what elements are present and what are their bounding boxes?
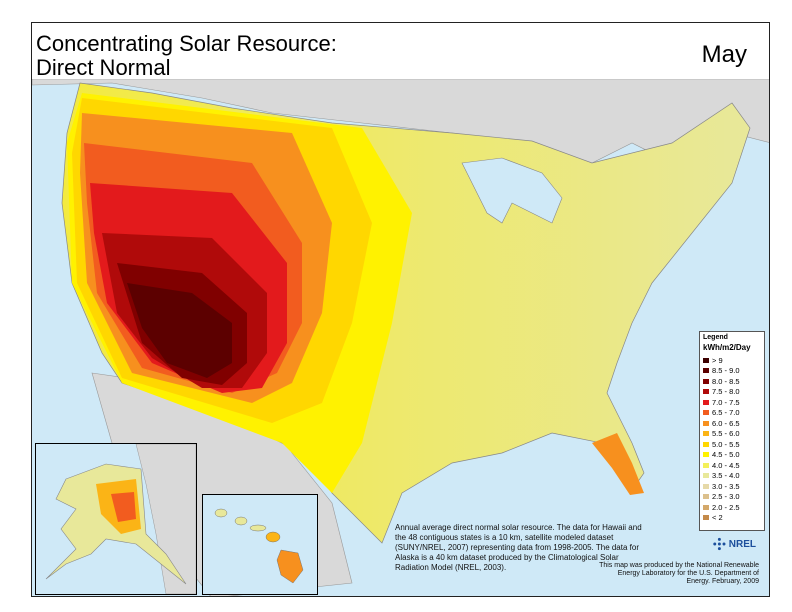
data-note: Annual average direct normal solar resou…	[395, 523, 642, 572]
legend-item: 3.5 - 4.0	[703, 471, 761, 482]
legend-swatch	[703, 420, 709, 426]
legend-label: 5.0 - 5.5	[712, 439, 740, 449]
legend-item: 4.5 - 5.0	[703, 450, 761, 461]
legend-item: 4.0 - 4.5	[703, 460, 761, 471]
legend-label: 4.5 - 5.0	[712, 450, 740, 460]
legend-swatch	[703, 494, 709, 500]
legend-swatch	[703, 462, 709, 468]
legend-swatch	[703, 483, 709, 489]
nrel-logo-text: NREL	[728, 538, 756, 550]
legend-swatch	[703, 378, 709, 384]
island-oahu	[234, 516, 248, 526]
zone-deepest	[127, 283, 232, 378]
legend-unit: kWh/m2/Day	[703, 343, 751, 352]
legend-rows: > 9 8.5 - 9.0 8.0 - 8.5 7.5 - 8.0 7.0 - 7.5 6…	[703, 355, 761, 523]
alaska-inset	[35, 443, 197, 595]
legend-swatch	[703, 357, 709, 363]
legend-label: 3.0 - 3.5	[712, 481, 740, 491]
title-bar: Concentrating Solar Resource: Direct Nor…	[32, 23, 769, 80]
legend-label: > 9	[712, 355, 723, 365]
legend-item: 7.0 - 7.5	[703, 397, 761, 408]
island-maui	[265, 531, 281, 543]
legend-item: 3.0 - 3.5	[703, 481, 761, 492]
map-title-line2: Direct Normal	[36, 55, 171, 80]
credit-text: This map was produced by the National Re…	[599, 562, 759, 585]
legend: Legend kWh/m2/Day > 9 8.5 - 9.0 8.0 - 8.5 7…	[699, 331, 765, 531]
legend-swatch	[703, 441, 709, 447]
legend-label: 6.5 - 7.0	[712, 408, 740, 418]
legend-item: 5.5 - 6.0	[703, 429, 761, 440]
legend-swatch	[703, 431, 709, 437]
legend-item: 7.5 - 8.0	[703, 387, 761, 398]
legend-label: 8.5 - 9.0	[712, 366, 740, 376]
legend-swatch	[703, 368, 709, 374]
legend-label: 7.5 - 8.0	[712, 387, 740, 397]
legend-item: < 2	[703, 513, 761, 524]
legend-label: 5.5 - 6.0	[712, 429, 740, 439]
legend-swatch	[703, 410, 709, 416]
legend-item: 6.0 - 6.5	[703, 418, 761, 429]
hawaii-map	[214, 508, 304, 584]
legend-item: 2.5 - 3.0	[703, 492, 761, 503]
legend-item: 6.5 - 7.0	[703, 408, 761, 419]
map-title-line1: Concentrating Solar Resource:	[36, 31, 337, 56]
legend-label: 2.5 - 3.0	[712, 492, 740, 502]
legend-swatch	[703, 389, 709, 395]
hawaii-inset	[202, 494, 318, 595]
solar-resource-map	[32, 78, 769, 596]
legend-title: Legend	[703, 334, 728, 341]
legend-item: 5.0 - 5.5	[703, 439, 761, 450]
legend-swatch	[703, 452, 709, 458]
island-hawaii	[276, 549, 304, 584]
legend-label: 7.0 - 7.5	[712, 397, 740, 407]
legend-label: 4.0 - 4.5	[712, 460, 740, 470]
legend-swatch	[703, 504, 709, 510]
island-molokai	[249, 524, 267, 532]
legend-item: > 9	[703, 355, 761, 366]
month-label: May	[701, 41, 747, 68]
alaska-map	[45, 443, 197, 595]
legend-swatch	[703, 515, 709, 521]
map-frame: Concentrating Solar Resource: Direct Nor…	[31, 22, 770, 597]
legend-item: 8.5 - 9.0	[703, 366, 761, 377]
legend-swatch	[703, 473, 709, 479]
great-lakes	[461, 157, 563, 224]
island-kauai	[214, 508, 228, 518]
legend-item: 2.0 - 2.5	[703, 502, 761, 513]
alaska-core	[111, 492, 136, 522]
legend-label: 8.0 - 8.5	[712, 376, 740, 386]
legend-label: 2.0 - 2.5	[712, 502, 740, 512]
florida	[592, 433, 644, 495]
legend-label: < 2	[712, 513, 723, 523]
nrel-logo-icon	[713, 537, 726, 551]
legend-swatch	[703, 399, 709, 405]
legend-item: 8.0 - 8.5	[703, 376, 761, 387]
legend-label: 6.0 - 6.5	[712, 418, 740, 428]
nrel-logo: NREL	[712, 535, 756, 553]
legend-label: 3.5 - 4.0	[712, 471, 740, 481]
